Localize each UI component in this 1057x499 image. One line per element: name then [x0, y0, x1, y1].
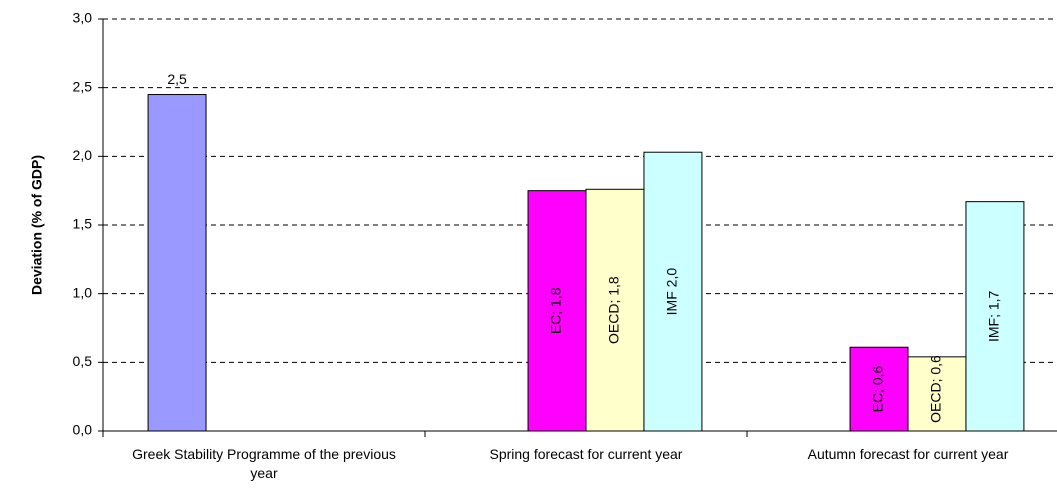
x-tick-label-box: Autumn forecast for current year: [807, 446, 1009, 462]
value-label: EC; 0,6: [870, 365, 886, 412]
y-tick-label: 0,0: [73, 422, 93, 438]
y-tick-label: 1,5: [73, 216, 93, 232]
value-label: IMF 2,0: [664, 268, 680, 316]
value-label: 2,5: [167, 71, 187, 87]
x-tick-label-box: Greek Stability Programme of the previou…: [132, 446, 396, 481]
bar: [643, 151, 703, 432]
x-tick-label: Spring forecast for current year: [489, 446, 683, 462]
y-tick-label: 2,0: [73, 147, 93, 163]
value-label: OECD; 0,6: [928, 355, 944, 423]
x-tick-label: Greek Stability Programme of the previou…: [132, 446, 396, 481]
bar: [965, 201, 1025, 432]
value-label: OECD; 1,8: [606, 276, 622, 344]
bar: [147, 94, 207, 432]
bar: [585, 188, 645, 432]
bar: [849, 346, 909, 432]
x-tick-label: Autumn forecast for current year: [807, 446, 1009, 462]
y-tick-label: 2,5: [73, 78, 93, 94]
bar: [907, 356, 967, 432]
x-tick-label-box: Spring forecast for current year: [489, 446, 683, 462]
y-tick-label: 3,0: [73, 10, 93, 26]
bar: [527, 190, 587, 432]
value-label: EC; 1,8: [548, 287, 564, 334]
value-label: IMF; 1,7: [986, 290, 1002, 342]
y-tick-label: 0,5: [73, 353, 93, 369]
y-tick-label: 1,0: [73, 284, 93, 300]
y-axis-label: Deviation (% of GDP): [29, 155, 45, 295]
